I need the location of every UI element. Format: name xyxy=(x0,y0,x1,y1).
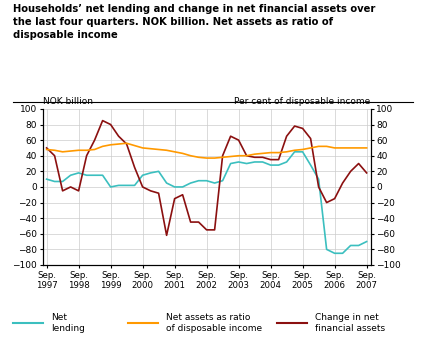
Text: Households’ net lending and change in net financial assets over
the last four qu: Households’ net lending and change in ne… xyxy=(13,4,375,40)
Text: Net
lending: Net lending xyxy=(51,313,85,333)
Text: NOK billion: NOK billion xyxy=(43,97,92,106)
Text: Change in net
financial assets: Change in net financial assets xyxy=(315,313,386,333)
Text: Net assets as ratio
of disposable income: Net assets as ratio of disposable income xyxy=(166,313,262,333)
Text: Per cent of disposable income: Per cent of disposable income xyxy=(234,97,371,106)
